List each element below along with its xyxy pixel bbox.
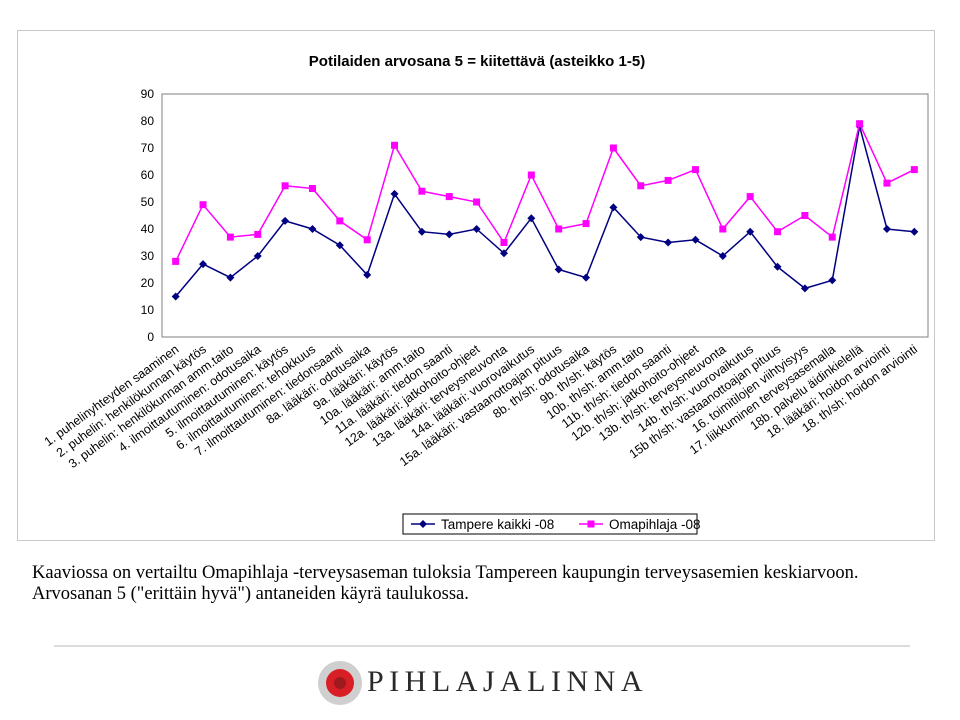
data-point: [555, 225, 563, 233]
y-tick-label: 0: [147, 330, 154, 344]
data-point: [910, 227, 919, 236]
data-point: [226, 233, 234, 241]
y-tick-label: 80: [141, 114, 155, 128]
logo-wordmark: PIHLAJALINNA: [367, 665, 648, 698]
data-point: [336, 217, 344, 225]
series-line: [175, 121, 915, 262]
data-point: [391, 141, 399, 149]
data-point: [774, 228, 782, 236]
data-point: [254, 230, 262, 238]
y-tick-label: 50: [141, 195, 155, 209]
data-point: [636, 233, 645, 242]
legend-marker: [419, 520, 427, 528]
data-point: [746, 193, 754, 201]
y-tick-label: 40: [141, 222, 155, 236]
data-point: [171, 292, 180, 301]
legend: Tampere kaikki -08 Omapihlaja -08: [402, 513, 701, 535]
data-point: [417, 227, 426, 236]
data-point: [445, 193, 453, 201]
data-point: [363, 236, 371, 244]
series-line: [175, 126, 915, 297]
data-point: [691, 235, 700, 244]
series-layer: [171, 120, 919, 301]
legend-label: Tampere kaikki -08: [441, 517, 554, 532]
logo-emblem-icon: [318, 661, 362, 705]
data-point: [773, 262, 782, 271]
data-point: [390, 189, 399, 198]
data-point: [473, 198, 481, 206]
data-point: [718, 252, 727, 260]
data-point: [609, 203, 618, 212]
data-point: [582, 220, 590, 228]
data-point: [418, 187, 426, 195]
caption-line-1: Kaaviossa on vertailtu Omapihlaja -terve…: [32, 563, 859, 583]
legend-box: [402, 513, 698, 535]
data-point: [664, 238, 673, 247]
series-1: [172, 120, 918, 265]
plot-area-border: [161, 93, 929, 338]
data-point: [500, 239, 508, 246]
y-tick-label: 70: [141, 141, 155, 155]
caption: Kaaviossa on vertailtu Omapihlaja -terve…: [32, 563, 932, 605]
data-point: [664, 176, 672, 184]
data-point: [828, 276, 837, 285]
data-point: [253, 252, 262, 260]
caption-line-2: Arvosanan 5 ("erittäin hyvä") antaneiden…: [32, 584, 469, 604]
pihlajalinna-logo: PIHLAJALINNA: [316, 659, 656, 707]
y-tick-label: 10: [141, 303, 155, 317]
data-point: [527, 171, 535, 179]
data-point: [445, 230, 454, 239]
data-point: [609, 144, 617, 152]
data-point: [719, 225, 727, 233]
data-point: [363, 270, 372, 279]
legend-marker: [587, 520, 595, 528]
data-point: [335, 241, 344, 250]
data-point: [828, 233, 836, 241]
data-point: [281, 182, 289, 190]
data-point: [800, 284, 809, 293]
data-point: [883, 179, 891, 187]
data-point: [582, 273, 591, 282]
data-point: [472, 225, 481, 233]
data-point: [281, 216, 290, 225]
data-point: [199, 260, 208, 269]
y-tick-label: 30: [141, 249, 155, 263]
data-point: [308, 225, 317, 233]
data-point: [172, 257, 180, 265]
y-tick-label: 60: [141, 168, 155, 182]
data-point: [637, 182, 645, 190]
data-point: [801, 212, 809, 219]
y-tick-label: 90: [141, 87, 155, 101]
data-point: [691, 166, 699, 174]
data-point: [527, 214, 536, 223]
chart: Potilaiden arvosana 5 = kiitettävä (aste…: [42, 53, 929, 535]
data-point: [499, 249, 508, 258]
divider: [54, 645, 910, 647]
data-point: [226, 273, 235, 282]
data-point: [308, 185, 316, 192]
data-point: [856, 120, 864, 128]
y-axis: 0 10 20 30 40 50 60 70 80 90: [141, 87, 155, 344]
data-point: [910, 166, 918, 174]
y-tick-label: 20: [141, 276, 155, 290]
data-point: [746, 227, 755, 236]
chart-title: Potilaiden arvosana 5 = kiitettävä (aste…: [309, 53, 645, 70]
data-point: [199, 201, 207, 209]
legend-label: Omapihlaja -08: [609, 517, 701, 532]
data-point: [882, 225, 891, 233]
data-point: [554, 265, 563, 274]
series-0: [171, 122, 919, 301]
chart-frame: Potilaiden arvosana 5 = kiitettävä (aste…: [17, 30, 935, 541]
